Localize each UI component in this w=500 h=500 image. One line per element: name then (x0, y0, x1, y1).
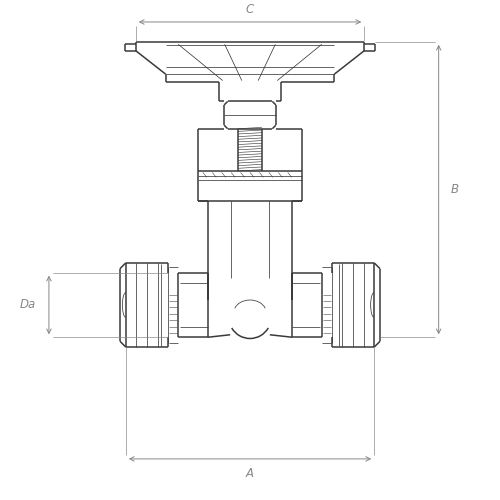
Text: A: A (246, 468, 254, 480)
Text: B: B (450, 183, 458, 196)
Text: C: C (246, 3, 254, 16)
Text: Da: Da (20, 298, 36, 312)
